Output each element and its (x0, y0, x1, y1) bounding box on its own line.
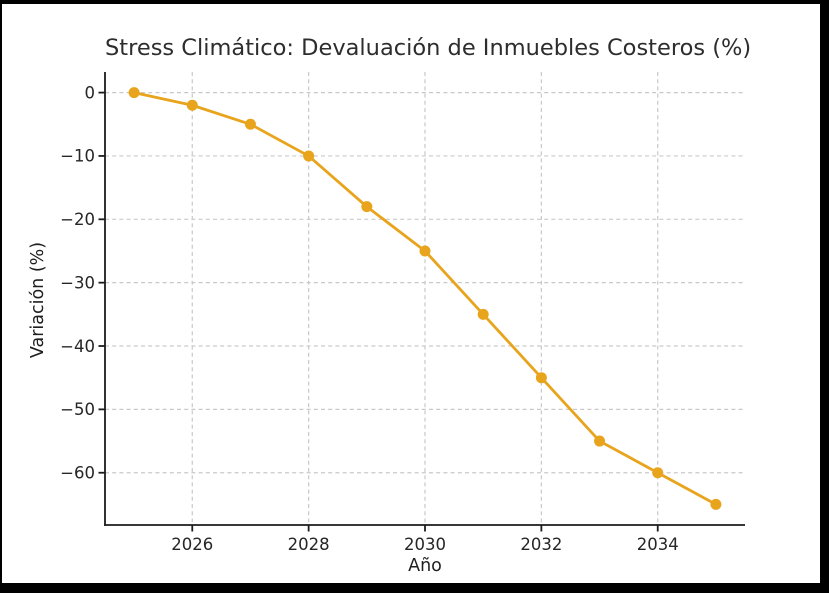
x-tick-label: 2030 (404, 535, 446, 554)
x-tick-label: 2032 (520, 535, 562, 554)
y-tick-label: −30 (60, 273, 95, 292)
y-tick-label: −20 (60, 210, 95, 229)
data-point-marker (710, 498, 722, 510)
x-tick-label: 2026 (171, 535, 213, 554)
x-tick-label: 2028 (288, 535, 330, 554)
y-tick-label: −10 (60, 147, 95, 166)
line-chart-svg: 0 −10 −20 −30 −40 −50 −60 2026 2028 2030 2032 2034 (60, 72, 745, 554)
y-tick-label: −60 (60, 464, 95, 483)
data-point-marker (303, 150, 315, 162)
data-point-marker (244, 118, 256, 130)
x-tick-label: 2034 (637, 535, 679, 554)
data-point-marker (535, 372, 547, 384)
data-point-marker (652, 467, 664, 479)
data-point-marker (477, 308, 489, 320)
data-point-marker (594, 435, 606, 447)
data-point-marker (128, 87, 140, 99)
chart-title: Stress Climático: Devaluación de Inmuebl… (105, 35, 752, 61)
data-point-marker (361, 201, 373, 213)
chart-canvas: 0 −10 −20 −30 −40 −50 −60 2026 2028 2030 2032 2034 … (2, 4, 820, 583)
data-point-marker (186, 99, 198, 111)
y-axis-title: Variación (%) (28, 241, 48, 359)
x-axis-title: Año (408, 556, 442, 576)
y-tick-label: −40 (60, 337, 95, 356)
data-point-marker (419, 245, 431, 257)
y-tick-label: −50 (60, 400, 95, 419)
y-tick-label: 0 (85, 83, 96, 102)
